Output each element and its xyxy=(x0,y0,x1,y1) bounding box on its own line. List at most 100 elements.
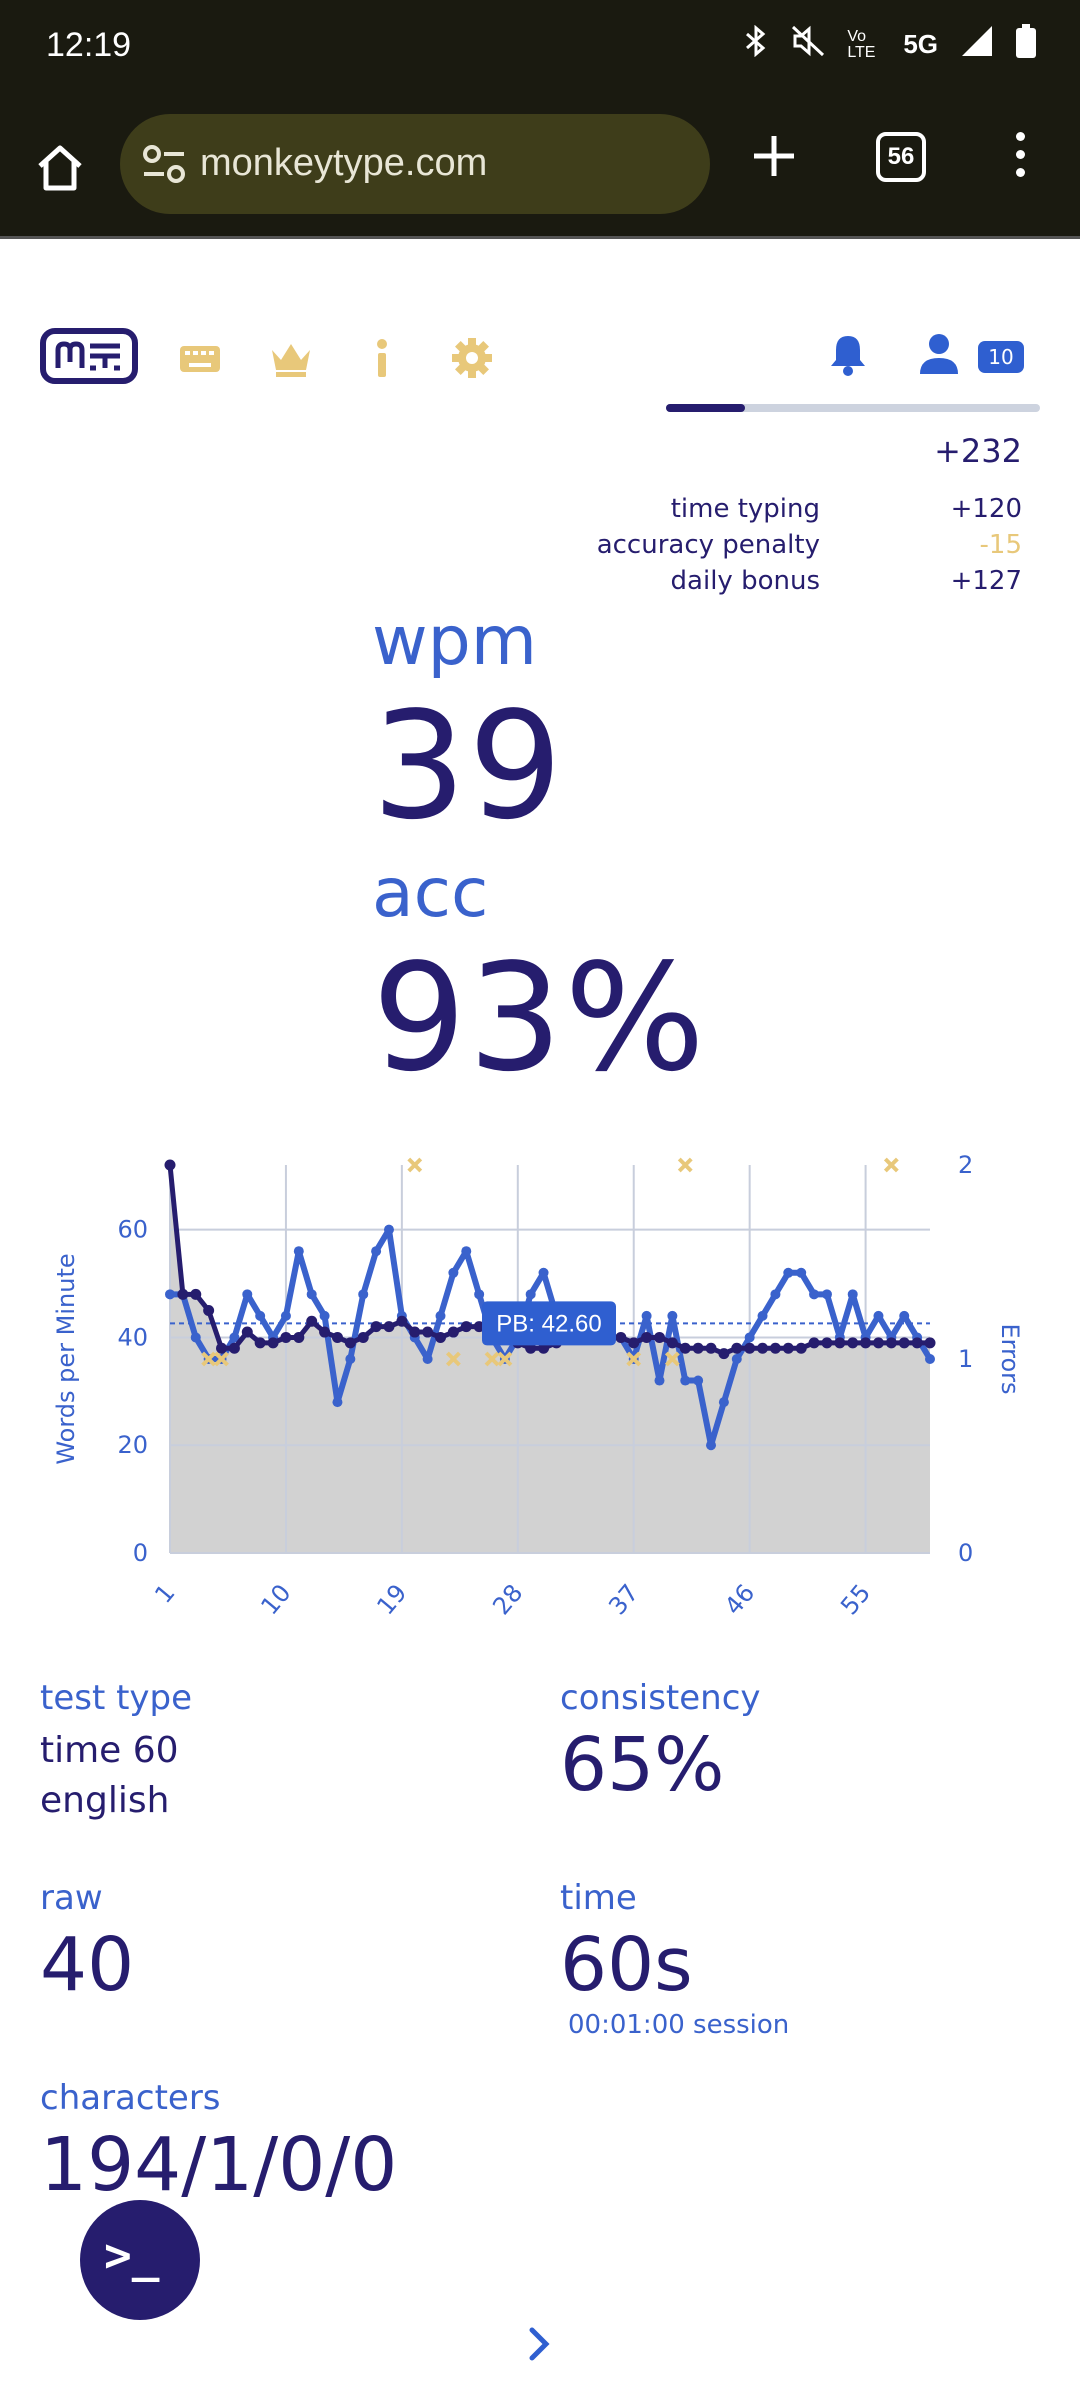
home-icon xyxy=(38,145,82,191)
data-point-raw xyxy=(383,1321,395,1333)
x-tick-label: 1 xyxy=(149,1579,180,1609)
browser-toolbar: monkeytype.com 56 xyxy=(0,100,1080,239)
consistency-label: consistency xyxy=(560,1678,761,1718)
data-point-raw xyxy=(847,1337,859,1349)
data-point-raw xyxy=(808,1337,820,1349)
data-point-raw xyxy=(744,1342,756,1354)
mute-icon xyxy=(791,25,825,64)
data-point-wpm xyxy=(693,1375,704,1386)
data-point-wpm xyxy=(667,1310,678,1321)
x-tick-label: 28 xyxy=(487,1579,528,1620)
new-tab-button[interactable] xyxy=(752,134,796,178)
data-point-raw xyxy=(280,1331,292,1343)
network-label: 5G xyxy=(903,29,938,59)
y-axis-title: Words per Minute xyxy=(52,1253,80,1464)
home-button[interactable] xyxy=(30,138,90,198)
data-point-raw xyxy=(769,1342,781,1354)
data-point-raw xyxy=(666,1337,678,1349)
time-value: 60s xyxy=(560,1922,693,2008)
data-point-wpm xyxy=(190,1332,201,1343)
site-settings-icon[interactable] xyxy=(142,144,186,184)
about-button[interactable] xyxy=(360,336,404,380)
data-point-raw xyxy=(331,1331,343,1343)
x-tick-label: 37 xyxy=(603,1579,644,1620)
data-point-raw xyxy=(872,1337,884,1349)
keyboard-button[interactable] xyxy=(178,336,222,380)
leaderboard-button[interactable] xyxy=(268,336,312,380)
xp-progress-bar xyxy=(666,404,1040,412)
data-point-raw xyxy=(164,1159,176,1171)
data-point-raw xyxy=(447,1326,459,1338)
data-point-wpm xyxy=(461,1246,472,1257)
data-point-raw xyxy=(254,1337,266,1349)
level-badge[interactable]: 10 xyxy=(978,341,1024,373)
bell-icon xyxy=(831,336,865,376)
data-point-wpm xyxy=(358,1289,369,1300)
browser-menu-button[interactable] xyxy=(1010,132,1030,188)
tab-switcher-button[interactable]: 56 xyxy=(876,132,926,182)
data-point-wpm xyxy=(255,1310,266,1321)
wpm-label: wpm xyxy=(372,602,538,681)
data-point-raw xyxy=(757,1342,769,1354)
error-marker-stroke xyxy=(201,1351,217,1367)
time-label: time xyxy=(560,1878,637,1918)
data-point-wpm xyxy=(474,1289,485,1300)
data-point-raw xyxy=(203,1305,215,1316)
url-bar[interactable]: monkeytype.com xyxy=(120,114,710,214)
data-point-wpm xyxy=(422,1354,433,1364)
data-point-raw xyxy=(653,1331,665,1343)
user-icon xyxy=(920,334,958,374)
command-line-button[interactable]: >_ xyxy=(80,2200,200,2320)
error-marker xyxy=(677,1157,693,1173)
error-marker-stroke xyxy=(214,1351,229,1367)
data-point-raw xyxy=(731,1342,743,1354)
x-tick-label: 10 xyxy=(255,1579,296,1620)
monkeytype-logo[interactable] xyxy=(40,328,138,384)
y2-axis-title: Errors xyxy=(996,1323,1024,1394)
data-point-wpm xyxy=(332,1397,343,1408)
data-point-wpm xyxy=(796,1267,807,1278)
logo-icon xyxy=(40,328,138,384)
settings-button[interactable] xyxy=(450,336,494,380)
data-point-wpm xyxy=(770,1289,781,1300)
x-tick-label: 46 xyxy=(719,1579,760,1620)
data-point-raw xyxy=(705,1342,717,1354)
y2-tick-label: 0 xyxy=(958,1539,973,1567)
data-point-raw xyxy=(525,1342,537,1354)
error-marker-stroke xyxy=(626,1351,642,1367)
data-point-raw xyxy=(357,1331,369,1343)
xp-breakdown-value: +120 xyxy=(950,494,1022,524)
y-tick-label: 40 xyxy=(117,1323,148,1351)
data-point-raw xyxy=(615,1331,627,1343)
data-point-raw xyxy=(885,1337,897,1349)
data-point-raw xyxy=(396,1315,408,1327)
x-tick-label: 19 xyxy=(371,1579,412,1620)
data-point-wpm xyxy=(809,1289,820,1300)
error-marker-stroke xyxy=(677,1157,693,1173)
menu-dot xyxy=(1015,132,1025,141)
error-marker xyxy=(883,1157,899,1173)
error-marker-stroke xyxy=(664,1351,680,1367)
data-point-wpm xyxy=(538,1267,549,1278)
data-point-raw xyxy=(228,1342,240,1354)
url-text[interactable]: monkeytype.com xyxy=(200,142,488,184)
data-point-wpm xyxy=(319,1310,330,1321)
account-button[interactable] xyxy=(918,332,960,376)
data-point-raw xyxy=(306,1315,318,1327)
bluetooth-icon xyxy=(743,24,769,64)
menu-dot xyxy=(1015,168,1025,177)
y-tick-label: 60 xyxy=(117,1216,148,1244)
data-point-wpm xyxy=(435,1310,446,1321)
data-point-wpm xyxy=(448,1267,459,1278)
raw-label: raw xyxy=(40,1878,103,1918)
notifications-button[interactable] xyxy=(828,332,868,376)
signal-icon xyxy=(960,24,994,65)
data-point-raw xyxy=(898,1337,910,1349)
data-point-raw xyxy=(860,1337,872,1349)
error-marker xyxy=(407,1157,423,1173)
data-point-wpm xyxy=(821,1289,832,1300)
data-point-raw xyxy=(692,1342,704,1354)
test-type-label: test type xyxy=(40,1678,193,1718)
data-point-wpm xyxy=(371,1246,382,1257)
next-test-button[interactable] xyxy=(520,2324,560,2364)
